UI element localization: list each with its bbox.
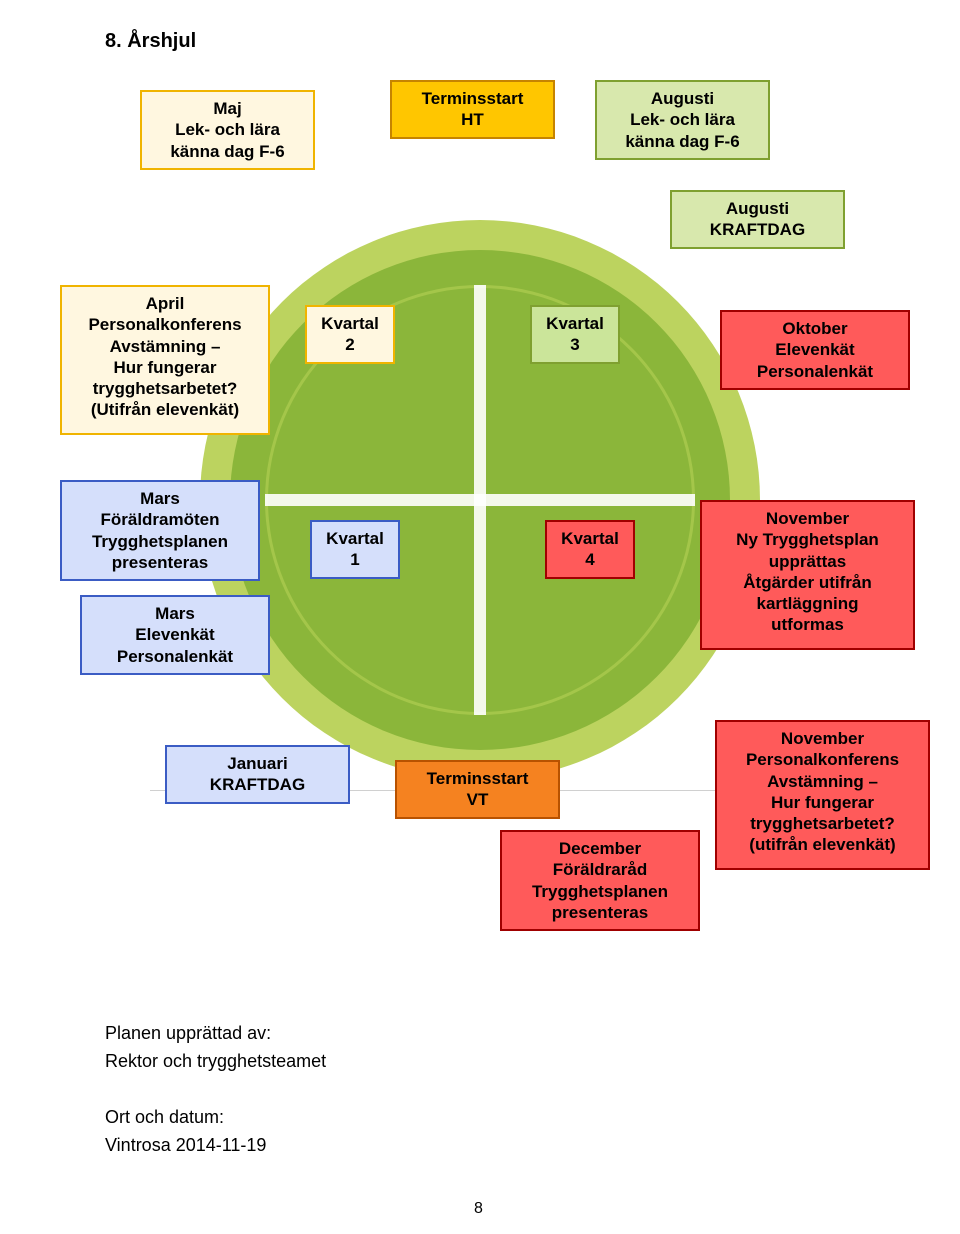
page: 8. Årshjul: [0, 0, 960, 1234]
box-mars_enkat: Mars Elevenkät Personalenkät: [80, 595, 270, 675]
box-kraftdag_aug: Augusti KRAFTDAG: [670, 190, 845, 249]
box-augusti: Augusti Lek- och lära känna dag F-6: [595, 80, 770, 160]
box-mars_foraldra: Mars Föräldramöten Trygghetsplanen prese…: [60, 480, 260, 581]
box-vt: Terminsstart VT: [395, 760, 560, 819]
box-april: April Personalkonferens Avstämning – Hur…: [60, 285, 270, 435]
box-q4: Kvartal 4: [545, 520, 635, 579]
box-januari: Januari KRAFTDAG: [165, 745, 350, 804]
box-maj: Maj Lek- och lära känna dag F-6: [140, 90, 315, 170]
page-number: 8: [474, 1200, 483, 1218]
box-december: December Föräldraråd Trygghetsplanen pre…: [500, 830, 700, 931]
box-q2: Kvartal 2: [305, 305, 395, 364]
box-oktober: Oktober Elevenkät Personalenkät: [720, 310, 910, 390]
box-november_pk: November Personalkonferens Avstämning – …: [715, 720, 930, 870]
page-title: 8. Årshjul: [105, 30, 196, 53]
cross-horizontal: [265, 494, 695, 506]
footer-block: Planen upprättad av:Rektor och trygghets…: [105, 1020, 326, 1159]
box-q3: Kvartal 3: [530, 305, 620, 364]
box-ht: Terminsstart HT: [390, 80, 555, 139]
box-q1: Kvartal 1: [310, 520, 400, 579]
box-november_plan: November Ny Trygghetsplan upprättas Åtgä…: [700, 500, 915, 650]
